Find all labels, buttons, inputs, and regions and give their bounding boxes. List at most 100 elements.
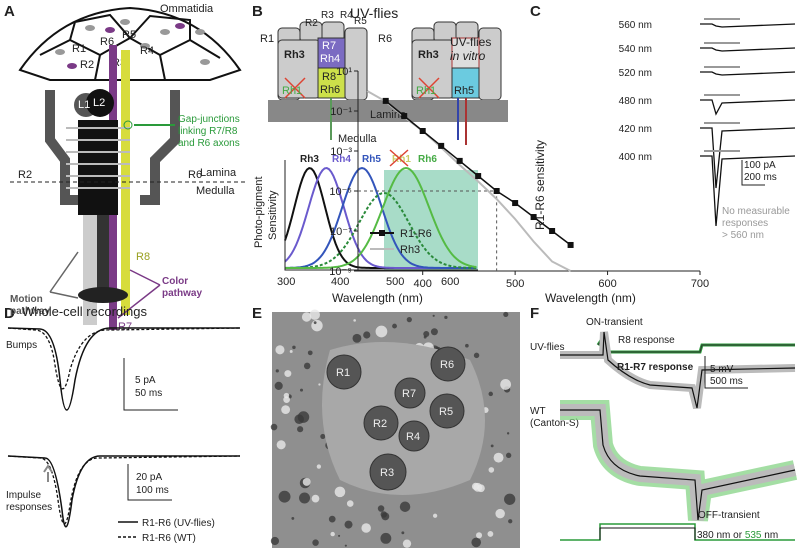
- em-spot: [432, 314, 435, 317]
- legend-marker: [379, 230, 385, 236]
- label: R8: [136, 251, 150, 263]
- label: Rh4: [332, 154, 351, 165]
- y-tick-label: 10⁻⁷: [330, 226, 352, 238]
- label: WT: [530, 406, 546, 417]
- y-tick-label: 10⁻⁹: [329, 266, 352, 278]
- em-spot: [488, 467, 495, 473]
- label: R4: [340, 10, 353, 21]
- marker: [456, 157, 463, 164]
- label: 380 nm or 535 nm: [697, 530, 778, 541]
- em-spot: [299, 492, 311, 504]
- trace-label: 540 nm: [619, 44, 652, 55]
- y-axis-title: R1-R6 sensitivity: [533, 140, 547, 230]
- marker: [567, 241, 574, 248]
- l2: [86, 89, 114, 117]
- em-spot: [311, 319, 323, 332]
- em-spot: [284, 370, 292, 378]
- scale-bar: [741, 160, 765, 186]
- annotation: in vitro: [450, 49, 486, 63]
- trace-r17: [560, 331, 796, 409]
- marker: [512, 200, 519, 207]
- em-spot: [303, 362, 311, 370]
- em-spot: [281, 405, 291, 415]
- label: R2: [305, 18, 318, 29]
- r8: [317, 67, 346, 99]
- label: 380 nm or: [697, 530, 745, 541]
- em-spot: [423, 331, 430, 338]
- label: R2: [373, 418, 387, 430]
- em-spot: [276, 440, 286, 450]
- trace: [700, 99, 796, 116]
- note: > 560 nm: [722, 230, 764, 241]
- trace-wt: [7, 327, 241, 390]
- label: 100 pA: [744, 160, 776, 171]
- panel-label: F: [530, 305, 539, 322]
- label: R5: [354, 16, 367, 27]
- marker: [493, 188, 500, 194]
- scale-bar: [127, 464, 172, 501]
- label: Rh6: [320, 84, 340, 96]
- trace-wt: [560, 409, 796, 521]
- legend-label: R1-R6 (UV-flies): [142, 518, 215, 529]
- title: UV-flies: [350, 5, 398, 21]
- em-labels: R1 R6 R7 R2 R5 R4 R3: [336, 359, 454, 479]
- panel-label: D: [4, 305, 15, 322]
- trace-label: 480 nm: [619, 96, 652, 107]
- axis-title: Sensitivity: [267, 190, 279, 240]
- em-spot: [377, 505, 385, 512]
- highlight: [384, 170, 478, 270]
- panel-e: R1 R6 R7 R2 R5 R4 R3: [270, 309, 520, 548]
- label: Lamina: [200, 167, 237, 179]
- note: No measurable: [722, 206, 790, 217]
- trace-label: 420 nm: [619, 124, 652, 135]
- y-tick-label: 10¹: [336, 66, 352, 78]
- label: R7: [118, 321, 132, 333]
- em-spot: [406, 316, 412, 323]
- label: Rh5: [454, 85, 474, 97]
- label: R3: [321, 10, 334, 21]
- em-spot: [297, 426, 304, 433]
- marker: [530, 214, 537, 221]
- label: Rh1: [416, 85, 436, 97]
- em-spot: [432, 513, 438, 518]
- arrow: [49, 251, 79, 299]
- label: 50 ms: [135, 388, 162, 399]
- label: R1: [260, 33, 274, 45]
- label: pathway: [162, 288, 202, 299]
- label: R4: [140, 45, 154, 57]
- panel-label: C: [530, 3, 541, 20]
- label: responses: [6, 502, 52, 513]
- em-spot: [274, 381, 283, 390]
- em-spot: [402, 539, 412, 548]
- em-spot: [488, 391, 493, 397]
- em-spot: [465, 343, 469, 348]
- label: Gap-junctions: [178, 114, 240, 125]
- label: R6: [188, 169, 202, 181]
- title: Whole-cell recordings: [22, 304, 147, 319]
- label: R6: [440, 359, 454, 371]
- knockout: [389, 149, 409, 167]
- terminals: [66, 127, 130, 189]
- label: 5 mV: [710, 364, 734, 375]
- x-axis-title: Wavelength (nm): [545, 291, 636, 305]
- trace-uv: [7, 327, 240, 411]
- em-spot: [504, 493, 516, 505]
- label: Rh3: [284, 49, 305, 61]
- panel-label: E: [252, 305, 262, 322]
- em-spot: [399, 501, 411, 512]
- facets: [39, 13, 221, 81]
- em-spot: [344, 544, 347, 547]
- legend-label: Rh3: [400, 244, 420, 256]
- em-spot: [444, 315, 448, 320]
- axis-title: Wavelength (nm): [332, 291, 423, 305]
- em-spot: [294, 414, 304, 424]
- rhabdomeres: [326, 346, 466, 491]
- em-spot: [380, 511, 387, 518]
- em-spot: [301, 312, 312, 322]
- trace-uv: [7, 455, 240, 528]
- em-spot: [361, 523, 371, 533]
- em-spot: [275, 369, 279, 373]
- cartridge: [78, 120, 118, 215]
- em-spot: [423, 335, 427, 339]
- label: linking R7/R8: [178, 126, 238, 137]
